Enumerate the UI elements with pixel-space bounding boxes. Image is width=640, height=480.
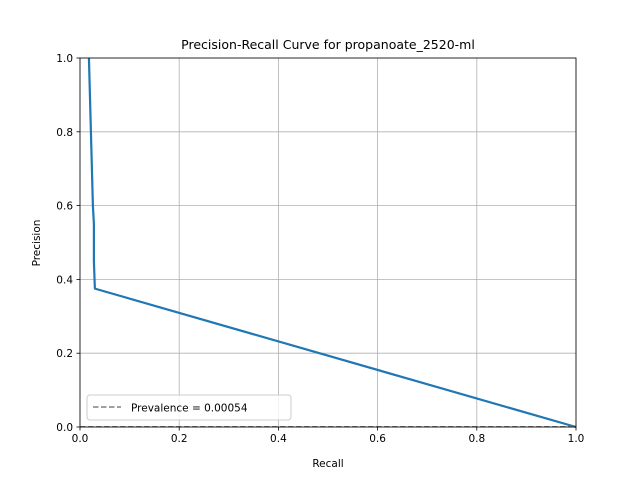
legend-box [86,394,292,421]
plot-area [80,57,577,429]
x-axis-label: Recall [312,458,343,470]
x-tick-label: 0.2 [171,433,188,445]
legend: Prevalence = 0.00054 [86,394,292,421]
x-tick-label: 0.4 [270,433,287,445]
x-tick-label: 0.0 [72,433,89,445]
y-tick-label: 1.0 [56,53,73,65]
grid-lines [79,57,577,428]
x-tick-label: 0.8 [468,433,485,445]
tick-labels: 0.0 0.2 0.4 0.6 0.8 1.0 0.0 0.2 0.4 0.6 0.8 1.0 [56,53,584,445]
chart-title: Precision-Recall Curve for propanoate_25… [181,37,475,52]
axes-frame [79,57,577,428]
x-tick-label: 1.0 [568,433,585,445]
x-tick-label: 0.6 [369,433,386,445]
y-tick-label: 0.6 [56,201,73,213]
y-tick-label: 0.0 [56,422,73,434]
precision-recall-line [87,57,577,429]
y-axis-label: Precision [31,220,43,267]
legend-label-prevalence: Prevalence = 0.00054 [131,403,248,415]
y-tick-label: 0.4 [56,274,73,286]
axes-spines [79,57,577,428]
y-tick-label: 0.2 [56,348,73,360]
y-tick-label: 0.8 [56,127,73,139]
